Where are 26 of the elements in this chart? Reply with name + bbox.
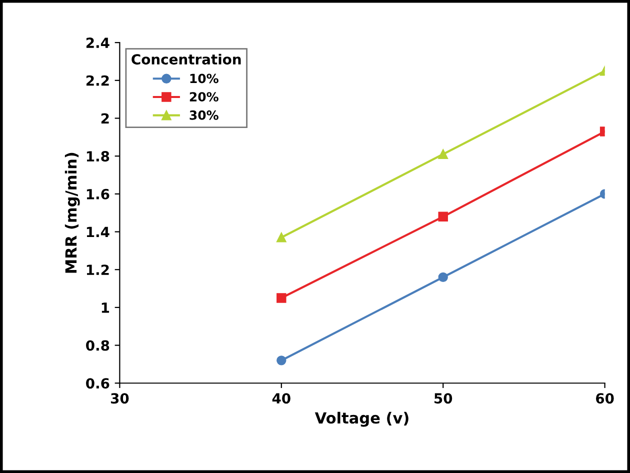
x-tick-label: 60 [596,393,614,404]
point [438,272,448,282]
y-tick-label: 2 [101,113,109,124]
point [276,356,286,366]
y-tick-label: 2.2 [86,75,109,86]
y-axis-title: MRR (mg/min) [64,152,80,273]
y-tick-label: 2.4 [86,38,110,48]
legend-title: Concentration [132,54,241,65]
point [276,232,286,242]
x-axis-title: Voltage (v) [314,412,408,427]
y-tick-label: 1 [102,302,110,313]
x-tick-label: 30 [110,393,129,404]
legend-label: 30% [190,110,218,120]
legend-label: 10% [190,74,218,84]
x-tick-label: 40 [272,393,290,404]
legend-label: 20% [190,92,218,102]
y-tick-label: 1.4 [86,226,110,238]
point [438,212,448,222]
x-tick-label: 50 [434,393,452,404]
y-tick-label: 1.2 [86,264,109,275]
point [276,293,286,303]
point [438,149,448,160]
y-tick-label: 0.6 [86,378,110,389]
y-tick-label: 1.6 [86,188,110,200]
y-tick-label: 0.8 [86,340,110,351]
y-tick-label: 1.8 [86,151,110,162]
